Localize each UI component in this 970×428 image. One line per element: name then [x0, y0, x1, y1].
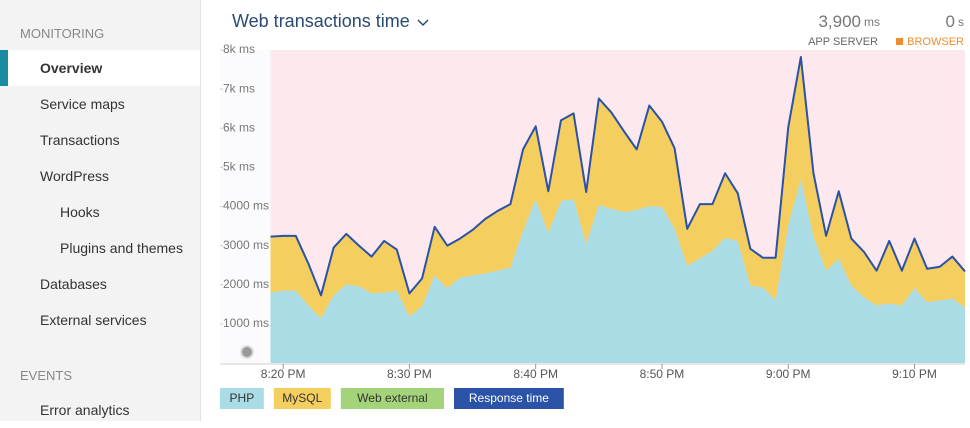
nav-item[interactable]: Databases: [40, 276, 107, 292]
y-tick-label: 7k ms: [223, 81, 255, 95]
legend-button[interactable]: [454, 388, 564, 409]
legend-label[interactable]: Web external: [357, 391, 427, 405]
nav-item[interactable]: Hooks: [60, 204, 100, 220]
area: [270, 57, 965, 319]
y-tick-label: 5k ms: [223, 160, 255, 174]
nav-item[interactable]: External services: [40, 312, 147, 328]
x-tick-label: 9:10 PM: [892, 367, 937, 381]
line: [270, 56, 966, 297]
nav-item[interactable]: Service maps: [40, 96, 125, 112]
legend-button[interactable]: [220, 388, 264, 409]
legend-swatch: [896, 38, 903, 45]
y-tick-label: 1000 ms: [223, 316, 269, 330]
x-tick-label: 8:20 PM: [261, 367, 306, 381]
summary-label: BROWSER: [907, 36, 964, 48]
y-tick-label: 3000 ms: [223, 238, 269, 252]
section-title: EVENTS: [20, 368, 73, 383]
x-tick-label: 8:30 PM: [387, 367, 432, 381]
legend-label[interactable]: PHP: [230, 391, 255, 405]
nav-item[interactable]: Plugins and themes: [60, 240, 183, 256]
y-tick-label: 2000 ms: [223, 277, 269, 291]
y-tick-label: 4000 ms: [223, 199, 269, 213]
section-title: MONITORING: [20, 26, 105, 41]
legend-label[interactable]: MySQL: [282, 391, 322, 405]
summary-value: 3,900 ms: [818, 12, 880, 31]
nav-item[interactable]: Overview: [0, 50, 200, 86]
x-tick-label: 9:00 PM: [766, 367, 811, 381]
area: [270, 179, 965, 363]
legend-label[interactable]: Response time: [469, 391, 549, 405]
y-tick-label: 8k ms: [223, 42, 255, 56]
sidebar: MONITORING Overview Service maps Transac…: [0, 0, 201, 421]
dropdown-chevron[interactable]: [417, 19, 429, 27]
x-tick-label: 8:50 PM: [640, 367, 685, 381]
summary-label: APP SERVER: [808, 36, 878, 48]
x-tick-label: 8:40 PM: [513, 367, 558, 381]
y-tick-label: 6k ms: [223, 120, 255, 134]
nav-item[interactable]: Error analytics: [40, 402, 130, 418]
legend-button[interactable]: [340, 388, 444, 409]
nav-item[interactable]: WordPress: [40, 168, 109, 184]
handle-icon[interactable]: [240, 345, 254, 359]
chart-title[interactable]: Web transactions time: [232, 11, 410, 31]
legend-button[interactable]: [273, 388, 331, 409]
nav-item[interactable]: Transactions: [40, 132, 120, 148]
